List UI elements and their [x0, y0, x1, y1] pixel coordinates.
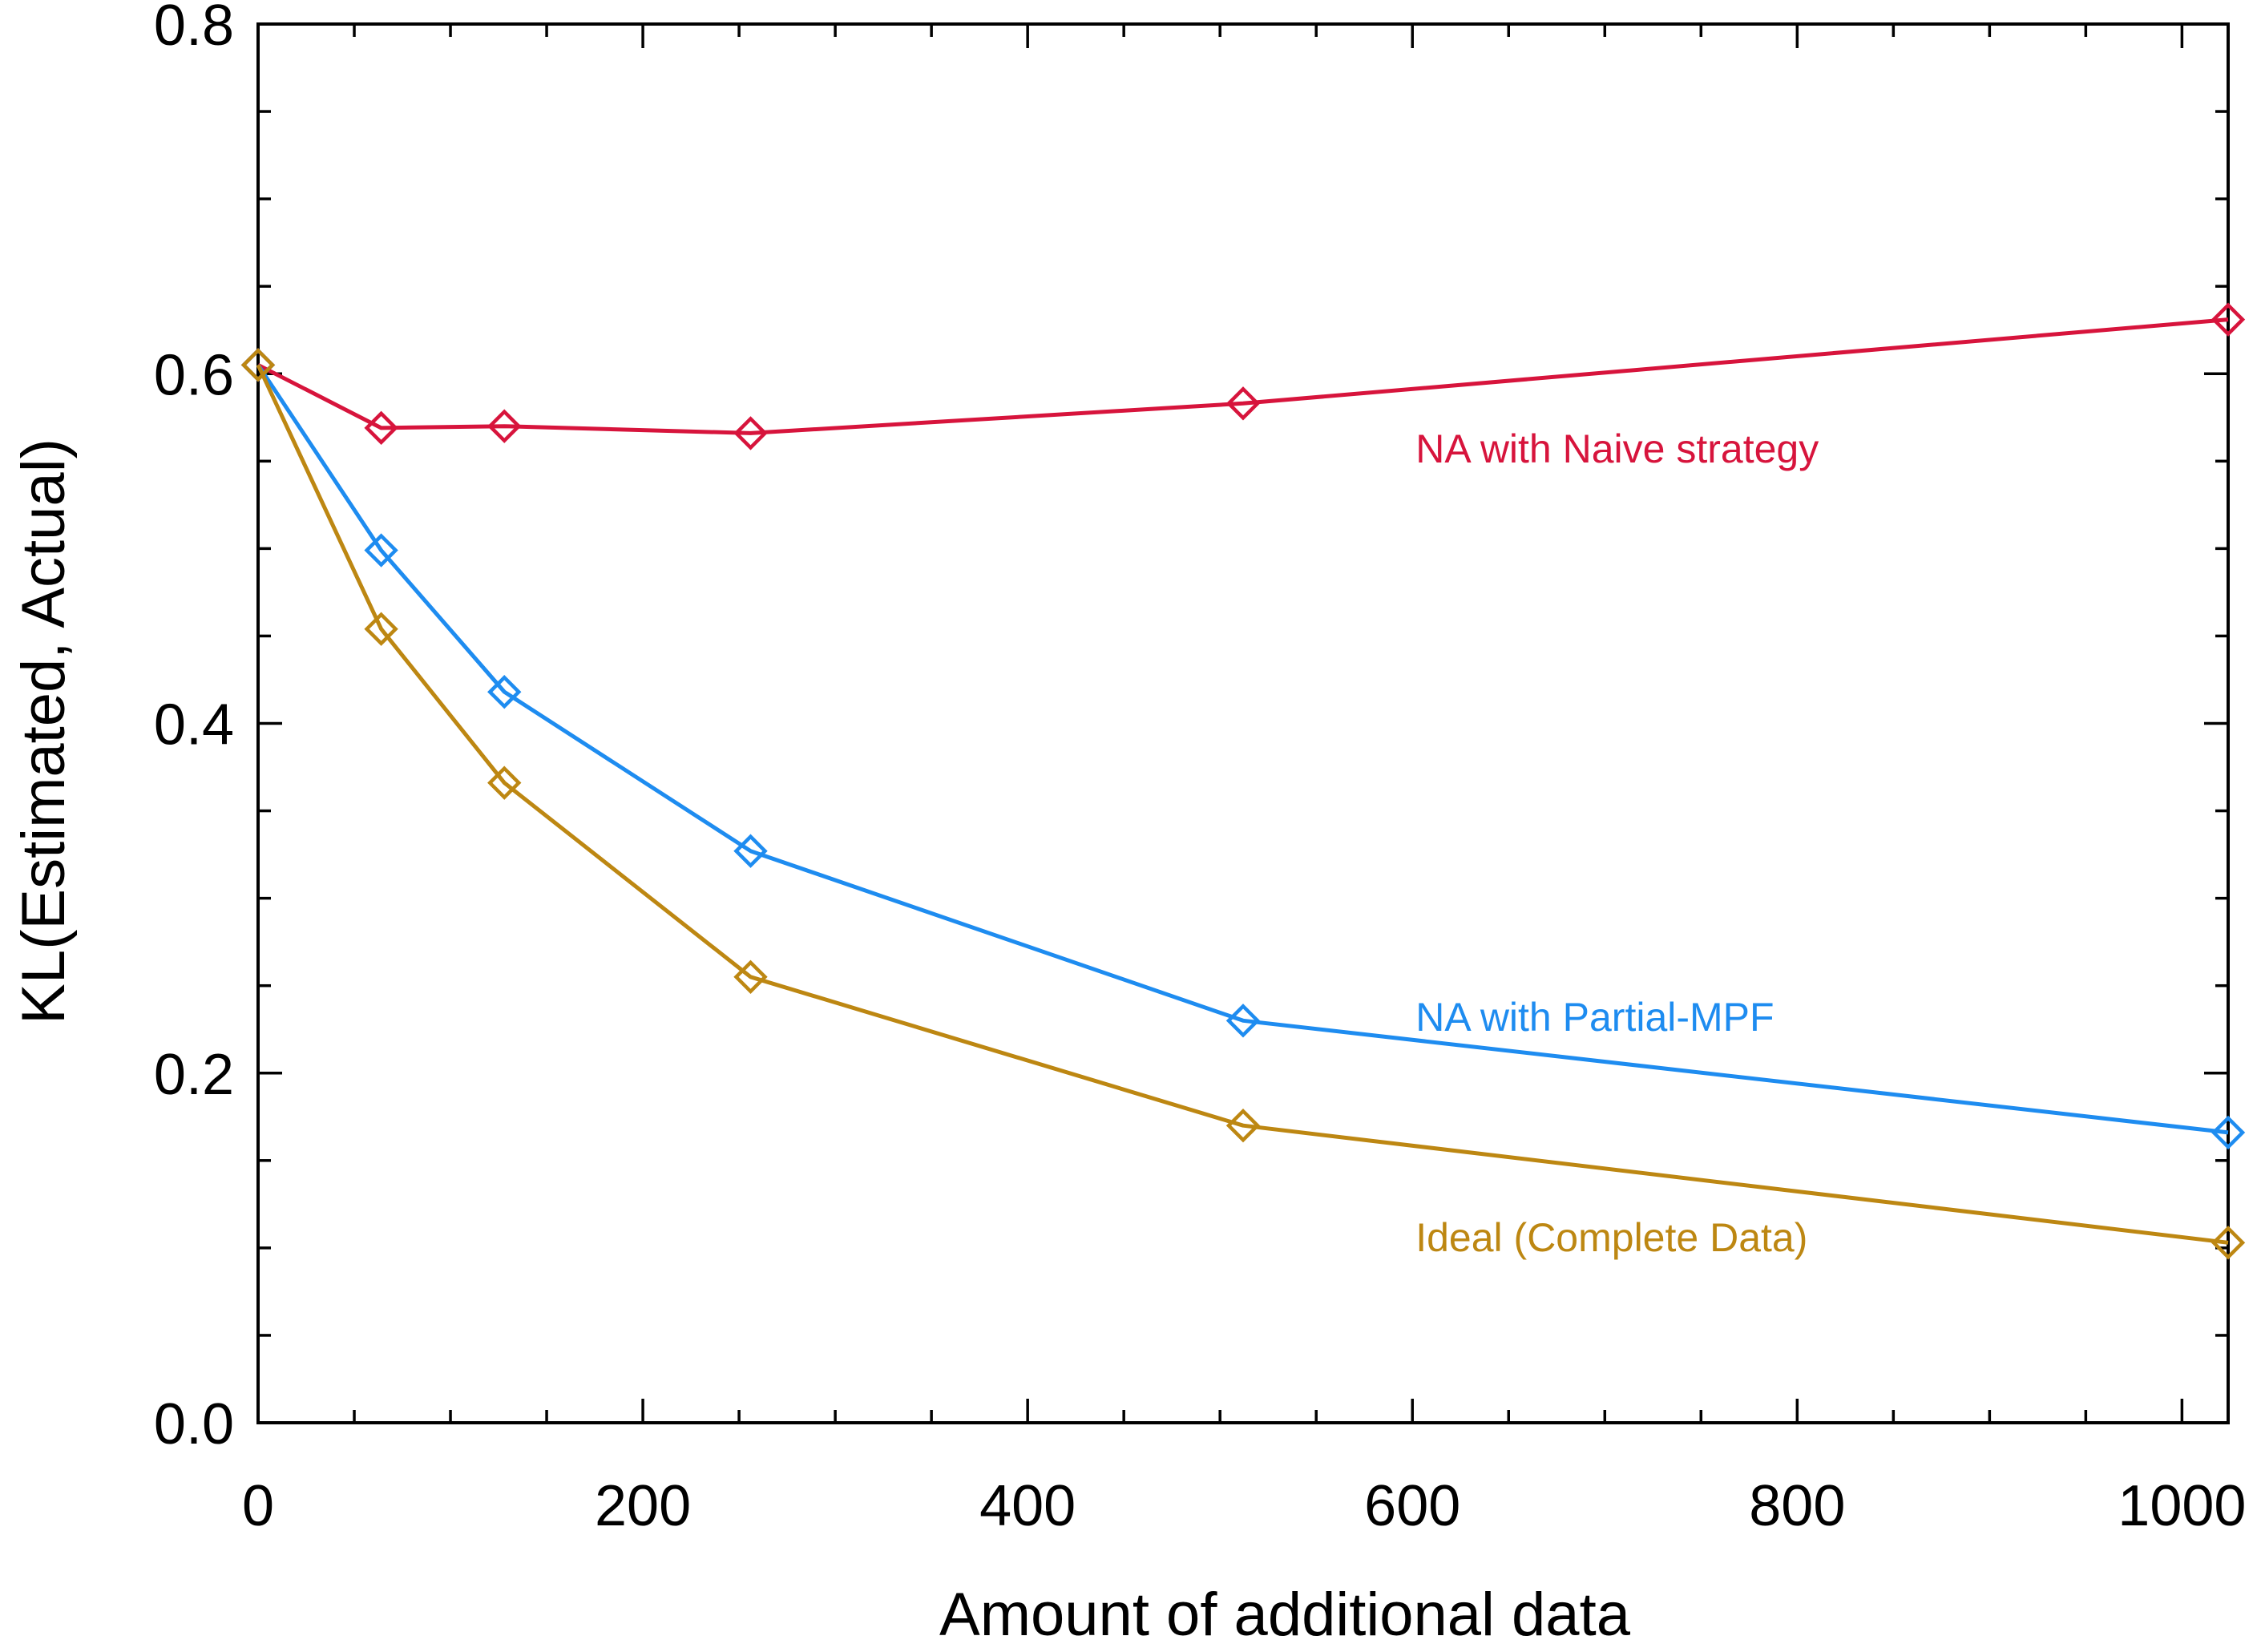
series-label: NA with Naive strategy [1415, 426, 1819, 471]
x-tick-label: 600 [1364, 1474, 1460, 1538]
series-label: NA with Partial-MPF [1415, 995, 1774, 1040]
x-tick-label: 0 [242, 1474, 274, 1538]
data-point-diamond [487, 675, 522, 709]
series-na-with-partial-mpf [240, 348, 2246, 1150]
x-tick-label: 800 [1749, 1474, 1845, 1538]
series-line [256, 317, 2229, 435]
x-tick-label: 1000 [2118, 1474, 2246, 1538]
data-point-diamond [2211, 302, 2246, 337]
data-point-diamond [364, 533, 398, 567]
x-tick-label: 200 [595, 1474, 691, 1538]
data-point-diamond [733, 416, 768, 450]
y-axis-title: KL(Estimated, Actual) [10, 438, 78, 1024]
data-point-diamond [364, 612, 398, 646]
data-point-diamond [1225, 386, 1261, 421]
plot-series [240, 302, 2246, 1260]
data-point-diamond [2211, 1226, 2246, 1260]
data-point-diamond [733, 959, 768, 994]
series-na-with-naive-strategy [240, 302, 2246, 450]
x-axis-title: Amount of additional data [939, 1581, 1631, 1649]
series-line [256, 363, 2229, 1135]
data-point-diamond [1225, 1004, 1261, 1038]
data-point-diamond [487, 409, 522, 443]
data-point-diamond [487, 765, 522, 800]
axes: 0 200 400 600 800 1000 0.0 0.2 0.4 0.6 0.8 [154, 0, 2247, 1538]
data-point-diamond [733, 834, 768, 868]
data-point-diamond [364, 410, 398, 446]
x-tick-label: 400 [979, 1474, 1076, 1538]
series-line [256, 364, 2229, 1245]
data-point-diamond [2211, 1115, 2246, 1150]
y-tick-label: 0.6 [154, 343, 234, 407]
data-point-diamond [1225, 1109, 1261, 1143]
y-tick-label: 0.4 [154, 693, 234, 757]
series-ideal-complete-data [240, 348, 2246, 1260]
y-tick-label: 0.0 [154, 1392, 234, 1456]
y-tick-label: 0.8 [154, 0, 234, 58]
y-tick-label: 0.2 [154, 1043, 234, 1107]
chart-labels: NA with Naive strategy NA with Partial-MP… [1415, 426, 1819, 1260]
series-label: Ideal (Complete Data) [1415, 1215, 1807, 1260]
data-point-diamond [240, 348, 276, 382]
